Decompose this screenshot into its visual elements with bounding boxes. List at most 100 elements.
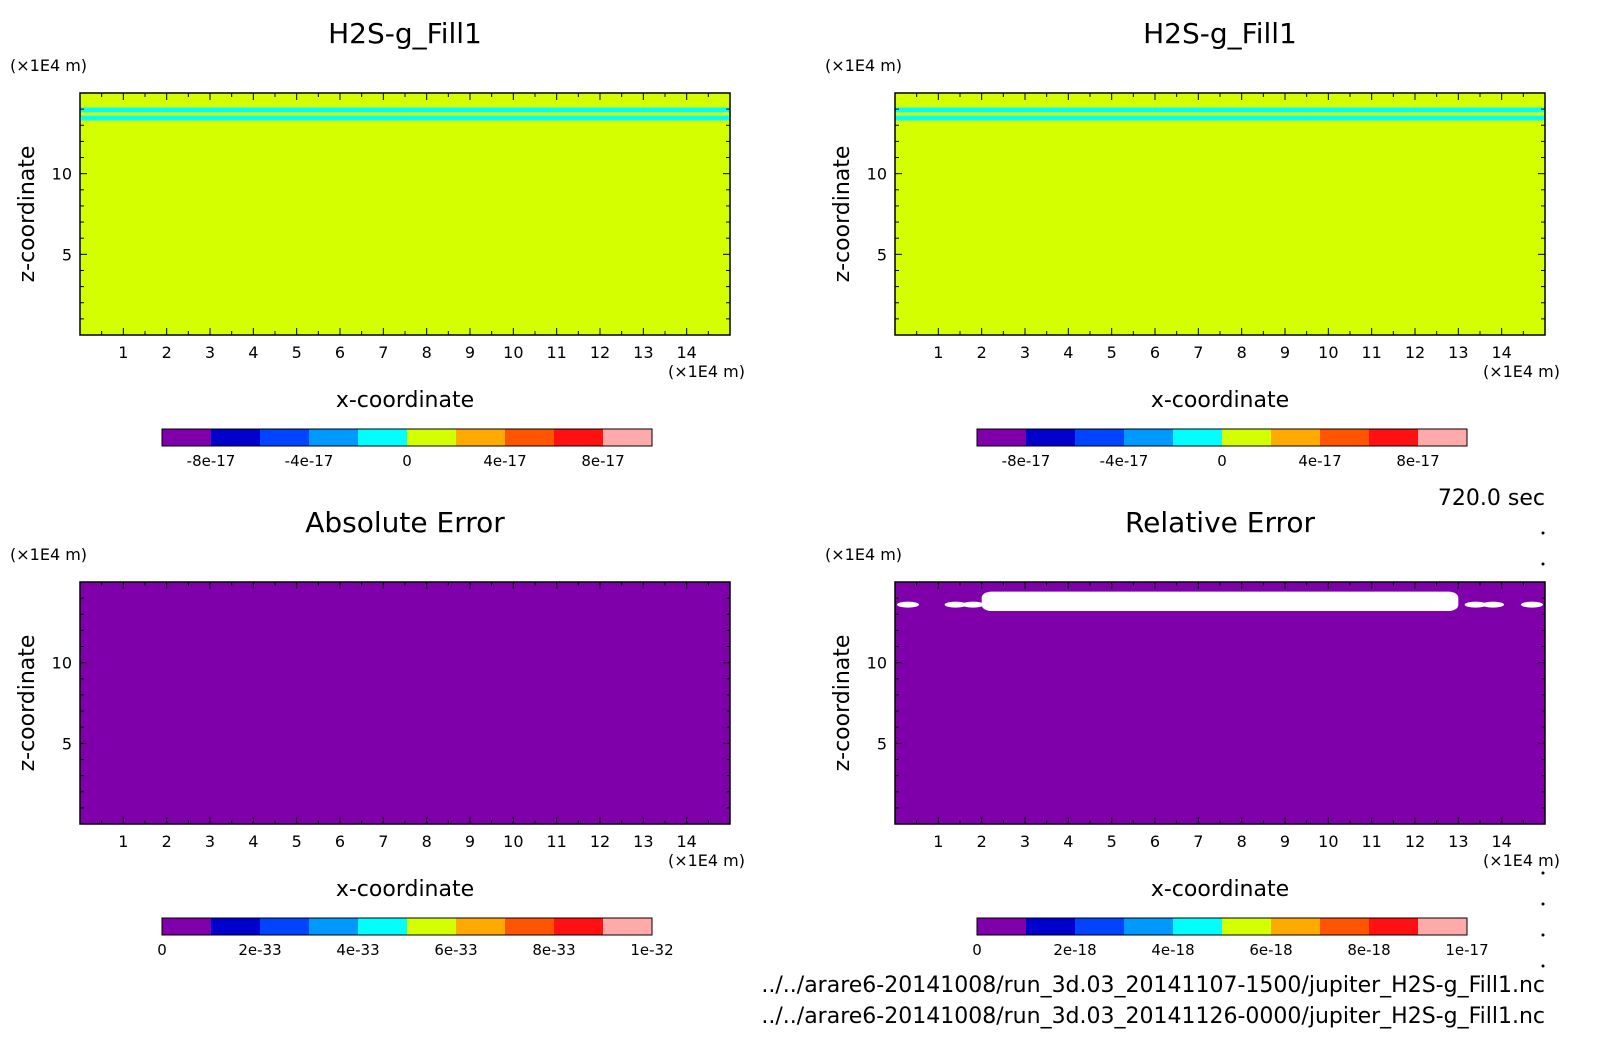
colorbar-swatch	[1173, 918, 1223, 935]
colorbar-tick-label: 1e-32	[630, 941, 673, 959]
x-tick-label: 12	[590, 343, 610, 362]
colorbar-frame	[976, 917, 1468, 936]
x-tick-label: 12	[590, 832, 610, 851]
colorbar-swatch	[1173, 429, 1223, 446]
y-tick-label: 5	[62, 734, 72, 753]
x-tick-label: 8	[422, 832, 432, 851]
x-tick-label: 10	[1318, 343, 1338, 362]
colorbar-swatch	[1271, 429, 1321, 446]
colorbar-swatch	[162, 918, 212, 935]
undefined-blob	[1464, 601, 1487, 608]
y-unit-label: (×1E4 m)	[10, 56, 87, 75]
colorbar-tick-label: 6e-18	[1249, 941, 1292, 959]
x-tick-label: 11	[1361, 832, 1381, 851]
colorbar-frame	[976, 428, 1468, 447]
x-tick-label: 2	[977, 832, 987, 851]
x-tick-label: 7	[378, 343, 388, 362]
x-tick-label: 1	[933, 832, 943, 851]
x-tick-label: 3	[205, 832, 215, 851]
footer-file-1: ../../arare6-20141008/run_3d.03_20141107…	[761, 973, 1545, 998]
panel-title: Relative Error	[1125, 506, 1316, 539]
x-tick-label: 9	[1280, 343, 1290, 362]
x-tick-label: 7	[1193, 343, 1203, 362]
x-tick-label: 8	[1237, 343, 1247, 362]
x-tick-label: 1	[118, 343, 128, 362]
time-label: 720.0 sec	[1438, 486, 1545, 511]
y-axis-label: z-coordinate	[830, 146, 855, 283]
heatmap-fill	[80, 582, 730, 824]
x-tick-label: 13	[1448, 832, 1468, 851]
undefined-blob	[1521, 601, 1543, 608]
x-axis-label: x-coordinate	[1151, 388, 1289, 413]
x-tick-label: 11	[546, 832, 566, 851]
colorbar-swatch	[1418, 918, 1468, 935]
colorbar: -8e-17 -4e-17 0 4e-17 8e-17	[161, 428, 653, 470]
colorbar-swatch	[554, 918, 604, 935]
x-axis-label: x-coordinate	[1151, 877, 1289, 902]
colorbar-swatch	[309, 429, 359, 446]
y-unit-label: (×1E4 m)	[825, 56, 902, 75]
x-tick-label: 6	[1150, 832, 1160, 851]
y-unit-label: (×1E4 m)	[10, 545, 87, 564]
colorbar-swatch	[1369, 918, 1419, 935]
x-tick-label: 11	[1361, 343, 1381, 362]
margin-dot	[1541, 562, 1545, 566]
colorbar-swatch	[1124, 918, 1174, 935]
heatmap-band	[80, 115, 730, 121]
y-tick-label: 10	[52, 654, 72, 673]
y-axis-label: z-coordinate	[15, 635, 40, 772]
colorbar-tick-label: 8e-33	[532, 941, 575, 959]
colorbar-swatch	[1075, 429, 1125, 446]
undefined-region	[981, 591, 1459, 612]
colorbar-tick-label: -8e-17	[1002, 452, 1051, 470]
colorbar-swatch	[1320, 429, 1370, 446]
heatmap-band	[895, 115, 1545, 121]
x-tick-label: 1	[118, 832, 128, 851]
x-tick-label: 13	[633, 832, 653, 851]
colorbar-tick-label: -4e-17	[1100, 452, 1149, 470]
colorbar: -8e-17 -4e-17 0 4e-17 8e-17	[976, 428, 1468, 470]
x-tick-label: 13	[633, 343, 653, 362]
colorbar-tick-label: 0	[1217, 452, 1227, 470]
x-tick-label: 6	[335, 343, 345, 362]
x-tick-label: 2	[162, 832, 172, 851]
x-tick-label: 14	[676, 343, 696, 362]
colorbar-tick-label: 4e-17	[483, 452, 526, 470]
x-tick-label: 8	[1237, 832, 1247, 851]
x-tick-label: 10	[1318, 832, 1338, 851]
y-axis-label: z-coordinate	[830, 635, 855, 772]
x-tick-label: 7	[378, 832, 388, 851]
colorbar-tick-label: 8e-17	[581, 452, 624, 470]
colorbar-swatch	[260, 918, 310, 935]
colorbar-swatch	[1418, 429, 1468, 446]
x-tick-label: 2	[977, 343, 987, 362]
panel-title: Absolute Error	[305, 506, 505, 539]
colorbar: 0 2e-33 4e-33 6e-33 8e-33 1e-32	[157, 917, 674, 959]
y-axis-label: z-coordinate	[15, 146, 40, 283]
y-tick-label: 10	[867, 165, 887, 184]
colorbar-swatch	[358, 918, 408, 935]
x-unit-label: (×1E4 m)	[1483, 362, 1560, 381]
x-tick-label: 5	[292, 832, 302, 851]
x-tick-label: 14	[1491, 832, 1511, 851]
colorbar-tick-label: -4e-17	[285, 452, 334, 470]
colorbar-swatch	[456, 918, 506, 935]
y-tick-label: 5	[877, 734, 887, 753]
x-unit-label: (×1E4 m)	[1483, 851, 1560, 870]
colorbar-swatch	[603, 429, 653, 446]
colorbar-tick-label: 2e-18	[1053, 941, 1096, 959]
x-unit-label: (×1E4 m)	[668, 362, 745, 381]
x-tick-label: 2	[162, 343, 172, 362]
x-tick-label: 14	[676, 832, 696, 851]
colorbar-swatch	[211, 918, 261, 935]
x-tick-label: 13	[1448, 343, 1468, 362]
x-tick-label: 12	[1405, 343, 1425, 362]
y-tick-label: 10	[52, 165, 72, 184]
colorbar-frame	[161, 428, 653, 447]
colorbar-tick-label: 8e-17	[1396, 452, 1439, 470]
x-tick-label: 9	[465, 343, 475, 362]
colorbar-swatch	[505, 429, 555, 446]
